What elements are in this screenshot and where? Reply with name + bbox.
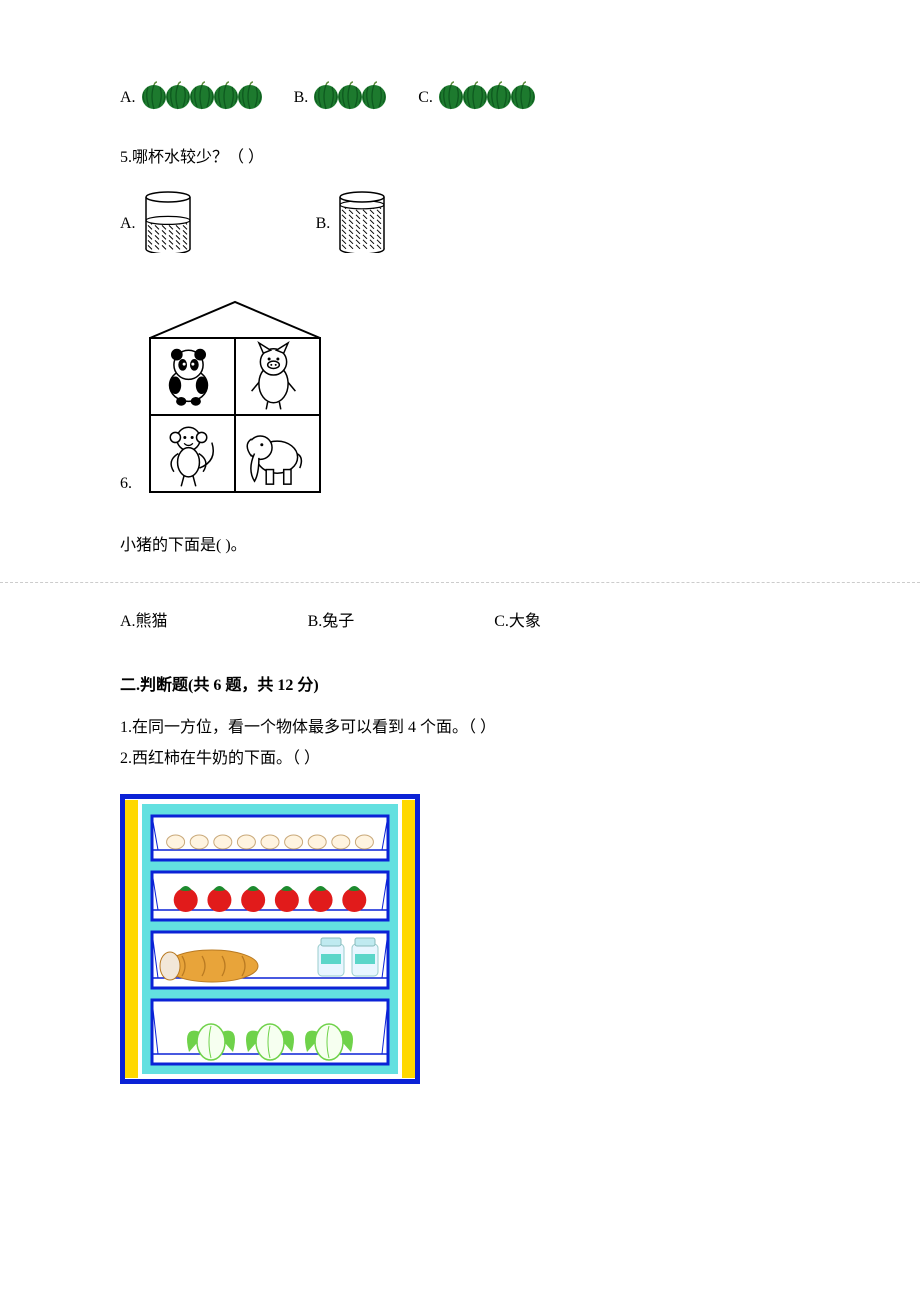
q6-option[interactable]: B.兔子 [308, 607, 355, 631]
judge-item: 2.西红柿在牛奶的下面。（ ） [120, 744, 800, 774]
q4-option[interactable]: A. [120, 80, 264, 115]
option-label: B. [294, 89, 309, 107]
watermelon-icon [437, 80, 537, 115]
cup-icon [140, 191, 196, 258]
fridge-figure [120, 794, 800, 1089]
q5-option[interactable]: B. [316, 191, 391, 258]
q6-below-text: 小猪的下面是( )。 [120, 533, 800, 559]
q4-options-row: A. B. [120, 80, 800, 115]
watermelon-icon [312, 80, 388, 115]
q5-text: 5.哪杯水较少？（ ） [120, 145, 800, 171]
q5-option[interactable]: A. [120, 191, 196, 258]
option-label: B. [316, 215, 331, 233]
option-label: A. [120, 89, 136, 107]
q4-option[interactable]: C. [418, 80, 537, 115]
q6-option[interactable]: C.大象 [494, 607, 541, 631]
q6-row: 6. [120, 298, 800, 503]
cup-icon [334, 191, 390, 258]
q4-option[interactable]: B. [294, 80, 389, 115]
q6-option[interactable]: A.熊猫 [120, 607, 168, 631]
q6-label: 6. [120, 475, 132, 503]
option-label: C. [418, 89, 433, 107]
q5-options-row: A. B. [120, 191, 800, 258]
section2-title: 二.判断题(共 6 题，共 12 分) [120, 671, 800, 695]
divider [0, 582, 920, 583]
q6-house [140, 298, 330, 503]
option-label: A. [120, 215, 136, 233]
judge-item: 1.在同一方位，看一个物体最多可以看到 4 个面。（ ） [120, 713, 800, 743]
judge-list: 1.在同一方位，看一个物体最多可以看到 4 个面。（ ）2.西红柿在牛奶的下面。… [120, 713, 800, 774]
watermelon-icon [140, 80, 264, 115]
q6-options-row: A.熊猫 B.兔子 C.大象 [120, 607, 800, 631]
